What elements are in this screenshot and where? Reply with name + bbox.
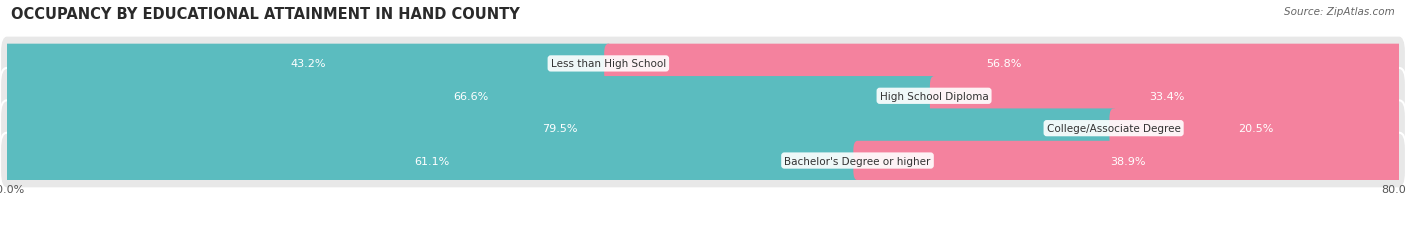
FancyBboxPatch shape: [0, 101, 1406, 156]
FancyBboxPatch shape: [3, 109, 1118, 148]
Text: High School Diploma: High School Diploma: [880, 91, 988, 101]
Text: Less than High School: Less than High School: [551, 59, 666, 69]
FancyBboxPatch shape: [3, 45, 613, 84]
Text: College/Associate Degree: College/Associate Degree: [1046, 124, 1181, 134]
Text: 38.9%: 38.9%: [1111, 156, 1146, 166]
FancyBboxPatch shape: [0, 133, 1406, 188]
Legend: Owner-occupied, Renter-occupied: Owner-occupied, Renter-occupied: [586, 228, 820, 231]
Text: 43.2%: 43.2%: [290, 59, 325, 69]
FancyBboxPatch shape: [0, 69, 1406, 124]
FancyBboxPatch shape: [605, 45, 1403, 84]
Text: 20.5%: 20.5%: [1239, 124, 1274, 134]
Text: 56.8%: 56.8%: [986, 59, 1021, 69]
FancyBboxPatch shape: [853, 141, 1403, 180]
Text: 33.4%: 33.4%: [1149, 91, 1184, 101]
FancyBboxPatch shape: [929, 77, 1403, 116]
Text: 66.6%: 66.6%: [453, 91, 488, 101]
Text: OCCUPANCY BY EDUCATIONAL ATTAINMENT IN HAND COUNTY: OCCUPANCY BY EDUCATIONAL ATTAINMENT IN H…: [11, 7, 520, 22]
Text: 79.5%: 79.5%: [543, 124, 578, 134]
Text: Source: ZipAtlas.com: Source: ZipAtlas.com: [1284, 7, 1395, 17]
Text: 61.1%: 61.1%: [415, 156, 450, 166]
FancyBboxPatch shape: [3, 77, 938, 116]
Text: Bachelor's Degree or higher: Bachelor's Degree or higher: [785, 156, 931, 166]
FancyBboxPatch shape: [1109, 109, 1403, 148]
FancyBboxPatch shape: [0, 36, 1406, 92]
FancyBboxPatch shape: [3, 141, 862, 180]
